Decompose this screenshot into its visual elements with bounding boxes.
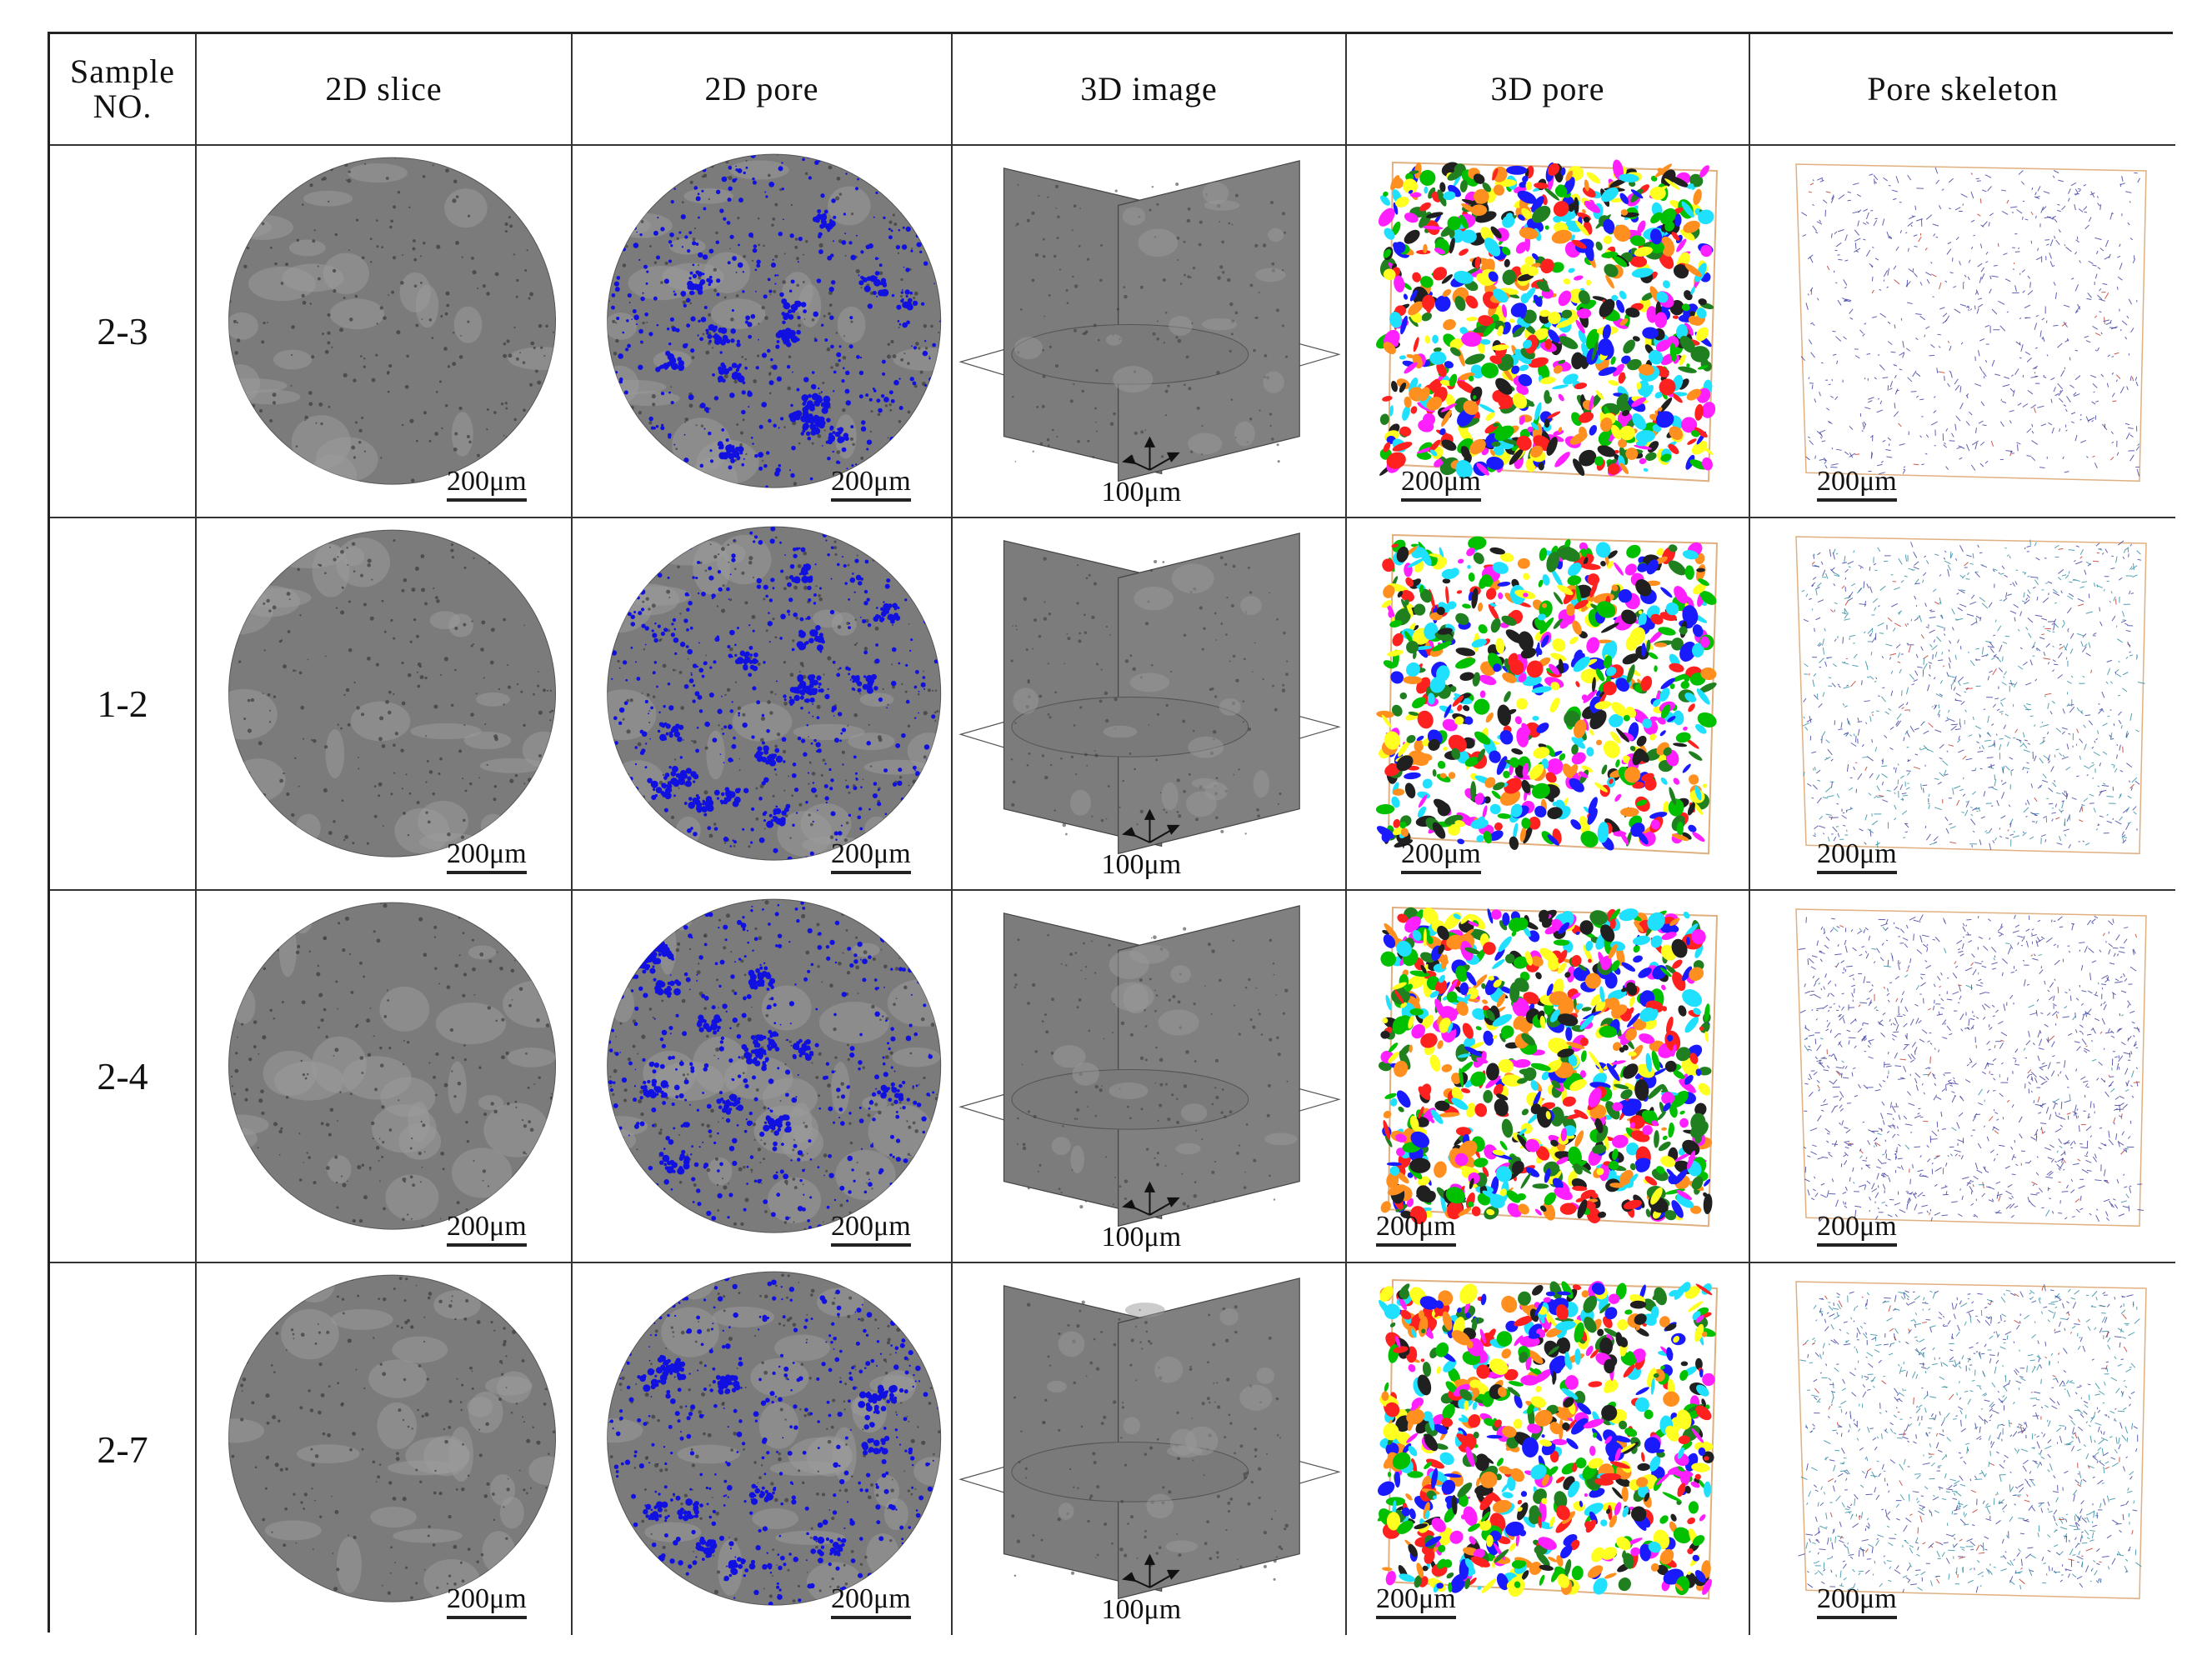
header-sample-line1: Sample (70, 52, 175, 90)
header-3d-pore: 3D pore (1347, 34, 1750, 146)
pore-skeleton-cell: 200μm (1750, 146, 2175, 518)
pore-skeleton-render (1795, 163, 2147, 482)
3d-image-render (958, 532, 1341, 855)
3d-pore-cell: 200μm (1347, 146, 1750, 518)
header-sample-no: Sample NO. (50, 34, 197, 146)
figure-table: Sample NO. 2D slice 2D pore 3D image 3D … (48, 32, 2175, 1635)
scale-bar-2d-slice: 200μm (447, 1212, 527, 1247)
scale-bar-skeleton: 200μm (1817, 839, 1897, 874)
scale-bar-skeleton: 200μm (1817, 1212, 1897, 1247)
2d-pore-image (607, 526, 942, 861)
2d-slice-cell: 200μm (197, 518, 573, 891)
scale-bar-2d-slice: 200μm (447, 467, 527, 502)
scale-bar-2d-pore: 200μm (831, 467, 911, 502)
sample-number-cell: 2-4 (50, 891, 197, 1263)
3d-pore-render (1377, 1278, 1719, 1600)
scale-label-3d-image: 100μm (1101, 1594, 1182, 1625)
3d-image-cell: 100μm (953, 891, 1347, 1263)
2d-pore-cell: 200μm (573, 146, 953, 518)
2d-slice-image (228, 902, 557, 1230)
3d-image-cell: 100μm (953, 1263, 1347, 1635)
pore-skeleton-cell: 200μm (1750, 891, 2175, 1263)
2d-pore-cell: 200μm (573, 518, 953, 891)
sample-number: 2-3 (97, 310, 148, 352)
header-sample-line2: NO. (93, 88, 153, 125)
3d-image-render (958, 1278, 1341, 1600)
3d-pore-render (1375, 533, 1719, 855)
2d-pore-image (607, 153, 942, 488)
3d-pore-render (1378, 906, 1719, 1228)
pore-skeleton-render (1795, 1281, 2147, 1600)
sample-number: 2-7 (97, 1428, 148, 1471)
2d-pore-image (607, 1271, 942, 1606)
scale-label-3d-image: 100μm (1101, 1222, 1182, 1252)
scale-bar-2d-pore: 200μm (831, 1584, 911, 1619)
scale-bar-2d-slice: 200μm (447, 839, 527, 874)
2d-slice-image (228, 1274, 557, 1602)
sample-number-cell: 2-3 (50, 146, 197, 518)
pore-skeleton-render (1795, 908, 2147, 1228)
2d-slice-image (228, 529, 557, 858)
sample-number-cell: 1-2 (50, 518, 197, 891)
3d-image-cell: 100μm (953, 146, 1347, 518)
scale-bar-2d-pore: 200μm (831, 839, 911, 874)
scale-bar-skeleton: 200μm (1817, 1584, 1897, 1619)
3d-pore-cell: 200μm (1347, 1263, 1750, 1635)
2d-pore-image (607, 898, 942, 1233)
3d-image-render (958, 905, 1341, 1228)
scale-bar-3d-pore: 200μm (1376, 1212, 1456, 1247)
scale-label-3d-image: 100μm (1101, 477, 1182, 508)
3d-pore-render (1375, 159, 1719, 482)
sample-number-cell: 2-7 (50, 1263, 197, 1635)
pore-skeleton-cell: 200μm (1750, 1263, 2175, 1635)
scale-bar-skeleton: 200μm (1817, 467, 1897, 502)
header-2d-slice: 2D slice (197, 34, 573, 146)
scale-bar-3d-pore: 200μm (1401, 839, 1481, 874)
3d-pore-cell: 200μm (1347, 891, 1750, 1263)
3d-image-cell: 100μm (953, 518, 1347, 891)
2d-slice-image (228, 157, 557, 485)
2d-slice-cell: 200μm (197, 1263, 573, 1635)
3d-image-render (958, 160, 1341, 482)
2d-slice-cell: 200μm (197, 146, 573, 518)
sample-number: 2-4 (97, 1055, 148, 1098)
scale-bar-2d-slice: 200μm (447, 1584, 527, 1619)
pore-skeleton-render (1795, 536, 2147, 855)
scale-bar-3d-pore: 200μm (1401, 467, 1481, 502)
2d-pore-cell: 200μm (573, 1263, 953, 1635)
2d-slice-cell: 200μm (197, 891, 573, 1263)
pore-skeleton-cell: 200μm (1750, 518, 2175, 891)
scale-bar-3d-pore: 200μm (1376, 1584, 1456, 1619)
sample-number: 1-2 (97, 682, 148, 725)
header-pore-skeleton: Pore skeleton (1750, 34, 2175, 146)
header-3d-image: 3D image (953, 34, 1347, 146)
scale-bar-2d-pore: 200μm (831, 1212, 911, 1247)
2d-pore-cell: 200μm (573, 891, 953, 1263)
header-2d-pore: 2D pore (573, 34, 953, 146)
scale-label-3d-image: 100μm (1101, 849, 1182, 880)
3d-pore-cell: 200μm (1347, 518, 1750, 891)
